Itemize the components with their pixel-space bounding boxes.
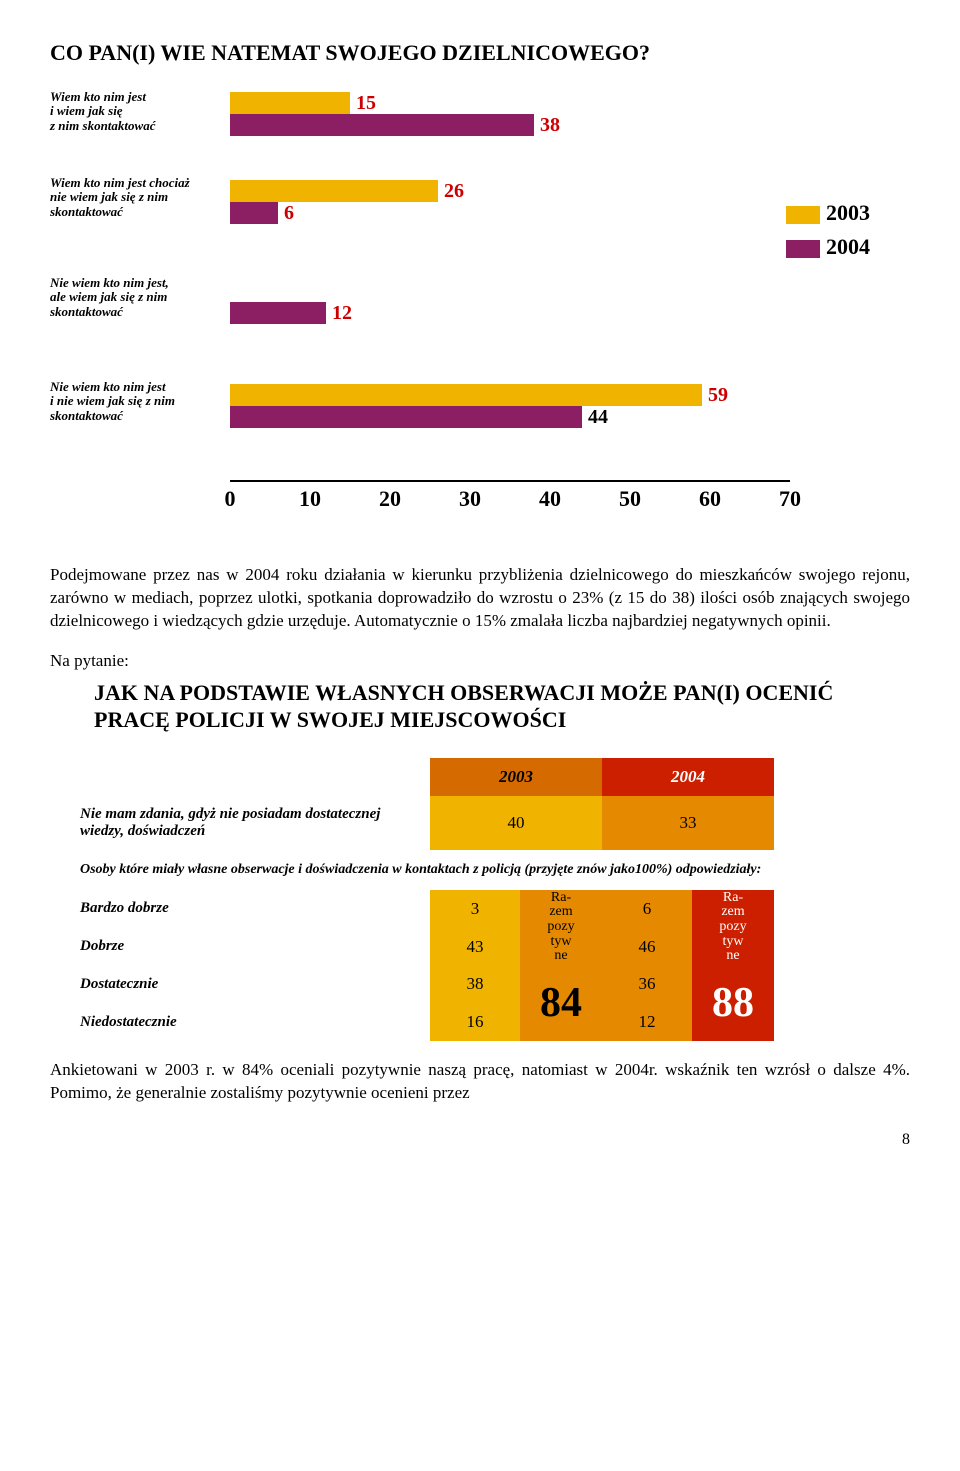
- chart-x-tick: 20: [379, 486, 401, 512]
- page-number: 8: [50, 1131, 910, 1149]
- table-cell: 2004: [602, 758, 774, 796]
- chart-bar-value: 38: [534, 114, 560, 136]
- table-cell: 6: [602, 890, 692, 928]
- chart-bar: [230, 202, 278, 224]
- chart-bar: [230, 92, 350, 114]
- table-cell: 16: [430, 1003, 520, 1041]
- chart-bar-value: 15: [350, 92, 376, 114]
- chart-bar: [230, 384, 702, 406]
- chart-bar-value: 12: [326, 302, 352, 324]
- legend-item: 2004: [786, 234, 870, 260]
- chart-category-label: Nie wiem kto nim jest, ale wiem jak się …: [50, 276, 220, 319]
- question-heading: JAK NA PODSTAWIE WŁASNYCH OBSERWACJI MOŻ…: [94, 679, 910, 734]
- chart-bar: [230, 114, 534, 136]
- paragraph-2: Ankietowani w 2003 r. w 84% oceniali poz…: [50, 1059, 910, 1105]
- chart-legend: 2003 2004: [786, 200, 870, 268]
- table-note: Osoby które miały własne obserwacje i do…: [50, 850, 830, 890]
- table-cell: 43: [430, 928, 520, 966]
- bar-chart-knowledge: Wiem kto nim jest i wiem jak się z nim s…: [50, 80, 870, 540]
- chart-bar: [230, 180, 438, 202]
- table-sum-value: 84: [520, 965, 602, 1041]
- chart-bar-value: 6: [278, 202, 294, 224]
- chart-category-label: Nie wiem kto nim jest i nie wiem jak się…: [50, 380, 220, 423]
- chart-bar-value: 44: [582, 406, 608, 428]
- chart-x-tick: 0: [225, 486, 236, 512]
- chart-bar: [230, 406, 582, 428]
- table-cell: 2003: [430, 758, 602, 796]
- table-cell: 46: [602, 928, 692, 966]
- table-row: 20032004: [50, 758, 830, 796]
- legend-item: 2003: [786, 200, 870, 226]
- chart-x-tick: 60: [699, 486, 721, 512]
- table-cell: 40: [430, 796, 602, 850]
- chart-category-label: Wiem kto nim jest chociaż nie wiem jak s…: [50, 176, 220, 219]
- table-cell: 33: [602, 796, 774, 850]
- table-cell: 36: [602, 965, 692, 1003]
- table-cell: 3: [430, 890, 520, 928]
- table-row-label: Bardzo dobrze: [50, 890, 430, 928]
- chart-bar-value: 59: [702, 384, 728, 406]
- chart-x-tick: 70: [779, 486, 801, 512]
- chart-bar-value: 26: [438, 180, 464, 202]
- table-row-label: Nie mam zdania, gdyż nie posiadam dostat…: [50, 796, 430, 850]
- table-cell: 12: [602, 1003, 692, 1041]
- rating-table: 20032004Nie mam zdania, gdyż nie posiada…: [50, 758, 830, 1041]
- table-row-label: Dostatecznie: [50, 965, 430, 1003]
- chart-x-tick: 10: [299, 486, 321, 512]
- question-lead: Na pytanie:: [50, 651, 910, 671]
- table-sum-value: 88: [692, 965, 774, 1041]
- chart-x-tick: 30: [459, 486, 481, 512]
- table-cell: 38: [430, 965, 520, 1003]
- table-row: Nie mam zdania, gdyż nie posiadam dostat…: [50, 796, 830, 850]
- chart-category-label: Wiem kto nim jest i wiem jak się z nim s…: [50, 90, 220, 133]
- page-title: CO PAN(I) WIE NATEMAT SWOJEGO DZIELNICOW…: [50, 40, 910, 66]
- table-row-label: Niedostatecznie: [50, 1003, 430, 1041]
- table-sum-label: Ra- zem pozy tyw ne: [692, 890, 774, 966]
- chart-bar: [230, 302, 326, 324]
- chart-x-tick: 40: [539, 486, 561, 512]
- table-sum-label: Ra- zem pozy tyw ne: [520, 890, 602, 966]
- table-row-label: Dobrze: [50, 928, 430, 966]
- paragraph-1: Podejmowane przez nas w 2004 roku działa…: [50, 564, 910, 633]
- chart-x-tick: 50: [619, 486, 641, 512]
